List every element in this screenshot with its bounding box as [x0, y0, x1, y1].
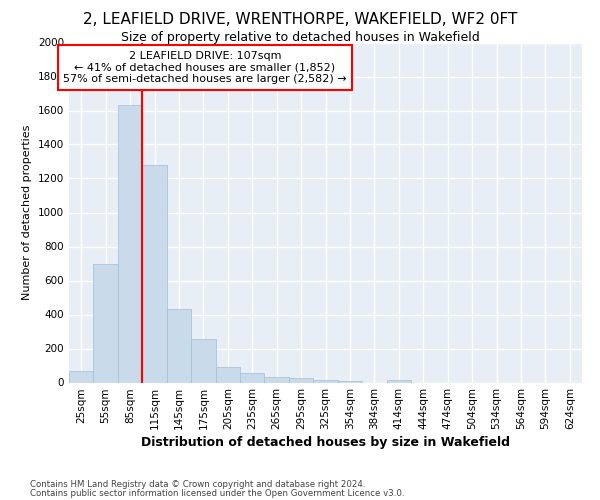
Text: 2 LEAFIELD DRIVE: 107sqm
← 41% of detached houses are smaller (1,852)
57% of sem: 2 LEAFIELD DRIVE: 107sqm ← 41% of detach… — [63, 51, 347, 84]
Bar — [191, 339, 215, 382]
Bar — [94, 264, 118, 382]
X-axis label: Distribution of detached houses by size in Wakefield: Distribution of detached houses by size … — [141, 436, 510, 450]
Bar — [265, 376, 289, 382]
Bar — [289, 378, 313, 382]
Text: Size of property relative to detached houses in Wakefield: Size of property relative to detached ho… — [121, 31, 479, 44]
Bar — [386, 380, 411, 382]
Bar — [118, 106, 142, 382]
Bar — [69, 372, 94, 382]
Text: Contains public sector information licensed under the Open Government Licence v3: Contains public sector information licen… — [30, 488, 404, 498]
Bar — [167, 308, 191, 382]
Y-axis label: Number of detached properties: Number of detached properties — [22, 125, 32, 300]
Bar — [313, 380, 338, 382]
Bar — [240, 373, 265, 382]
Text: Contains HM Land Registry data © Crown copyright and database right 2024.: Contains HM Land Registry data © Crown c… — [30, 480, 365, 489]
Bar — [338, 381, 362, 382]
Text: 2, LEAFIELD DRIVE, WRENTHORPE, WAKEFIELD, WF2 0FT: 2, LEAFIELD DRIVE, WRENTHORPE, WAKEFIELD… — [83, 12, 517, 28]
Bar — [142, 165, 167, 382]
Bar — [215, 367, 240, 382]
